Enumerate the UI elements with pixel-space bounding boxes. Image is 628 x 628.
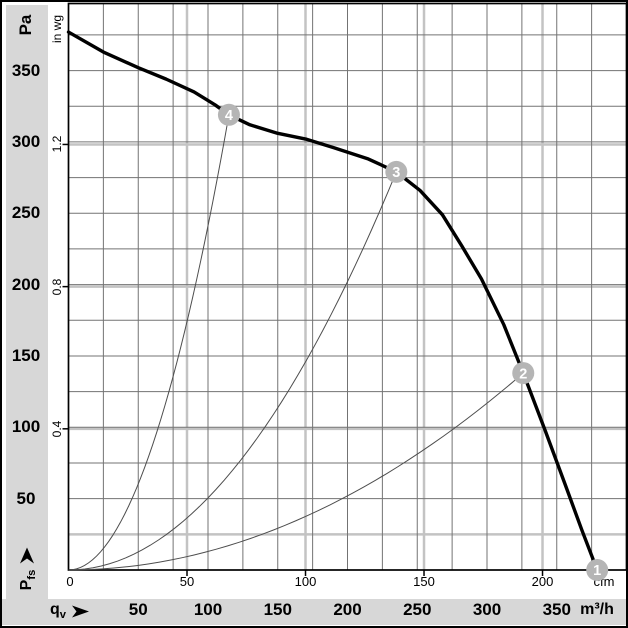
- operating-point-marker-3: [385, 160, 408, 183]
- pressure-direction-arrow-icon: [20, 547, 34, 564]
- x-axis-unit-label: m³/h: [580, 601, 614, 618]
- pa-tick-label: 50: [16, 488, 36, 508]
- x-axis-imperial-unit-label: cfm: [593, 574, 615, 589]
- system-curve-2: [68, 372, 524, 571]
- inwg-tick-label: 0.4: [50, 420, 64, 438]
- pressure-symbol: P: [18, 579, 35, 591]
- flow-direction-arrow-icon: [72, 605, 89, 618]
- m3h-tick-label: 350: [542, 600, 571, 619]
- cfm-tick-label: 100: [294, 574, 317, 589]
- m3h-tick-label: 150: [263, 600, 292, 619]
- inwg-tick-label: 1.2: [50, 136, 64, 153]
- pa-tick-label: 200: [11, 274, 41, 294]
- pa-tick-label: 250: [11, 203, 41, 223]
- operating-point-marker-4: [217, 103, 240, 126]
- pa-tick-label: 300: [11, 131, 41, 151]
- fan-performance-curve: [66, 30, 599, 572]
- m3h-tick-label: 50: [128, 600, 148, 619]
- operating-point-marker-2: [512, 362, 535, 385]
- pa-tick-label: 350: [11, 60, 41, 80]
- pressure-symbol-subscript: fs: [26, 569, 39, 580]
- m3h-tick-label: 250: [403, 600, 432, 619]
- cfm-tick-label: 150: [413, 574, 435, 589]
- cfm-tick-label: 50: [179, 574, 195, 589]
- y-axis-unit-label: Pa: [16, 14, 35, 36]
- x-axis-band: [2, 599, 626, 625]
- cfm-tick-label: 200: [531, 574, 554, 589]
- inwg-tick-label: 0.8: [50, 278, 64, 295]
- m3h-tick-label: 100: [193, 600, 223, 619]
- y-axis-imperial-unit-label: in wg: [50, 15, 64, 44]
- y-axis-band: [6, 5, 48, 599]
- plot-border: [67, 2, 626, 571]
- x-axis-symbol-label: qv: [40, 601, 66, 622]
- pa-tick-label: 100: [11, 417, 41, 437]
- m3h-tick-label: 300: [472, 600, 502, 619]
- system-curve-4: [68, 114, 230, 571]
- x-axis-zero-label: 0: [66, 574, 74, 589]
- system-curve-3: [68, 171, 397, 571]
- flow-symbol-subscript: v: [59, 609, 66, 622]
- operating-point-number-2: 2: [519, 366, 527, 382]
- m3h-tick-label: 200: [333, 600, 362, 619]
- operating-point-number-4: 4: [225, 108, 233, 124]
- operating-point-number-3: 3: [392, 165, 400, 181]
- flow-symbol: q: [49, 601, 60, 618]
- pa-tick-label: 150: [11, 345, 41, 365]
